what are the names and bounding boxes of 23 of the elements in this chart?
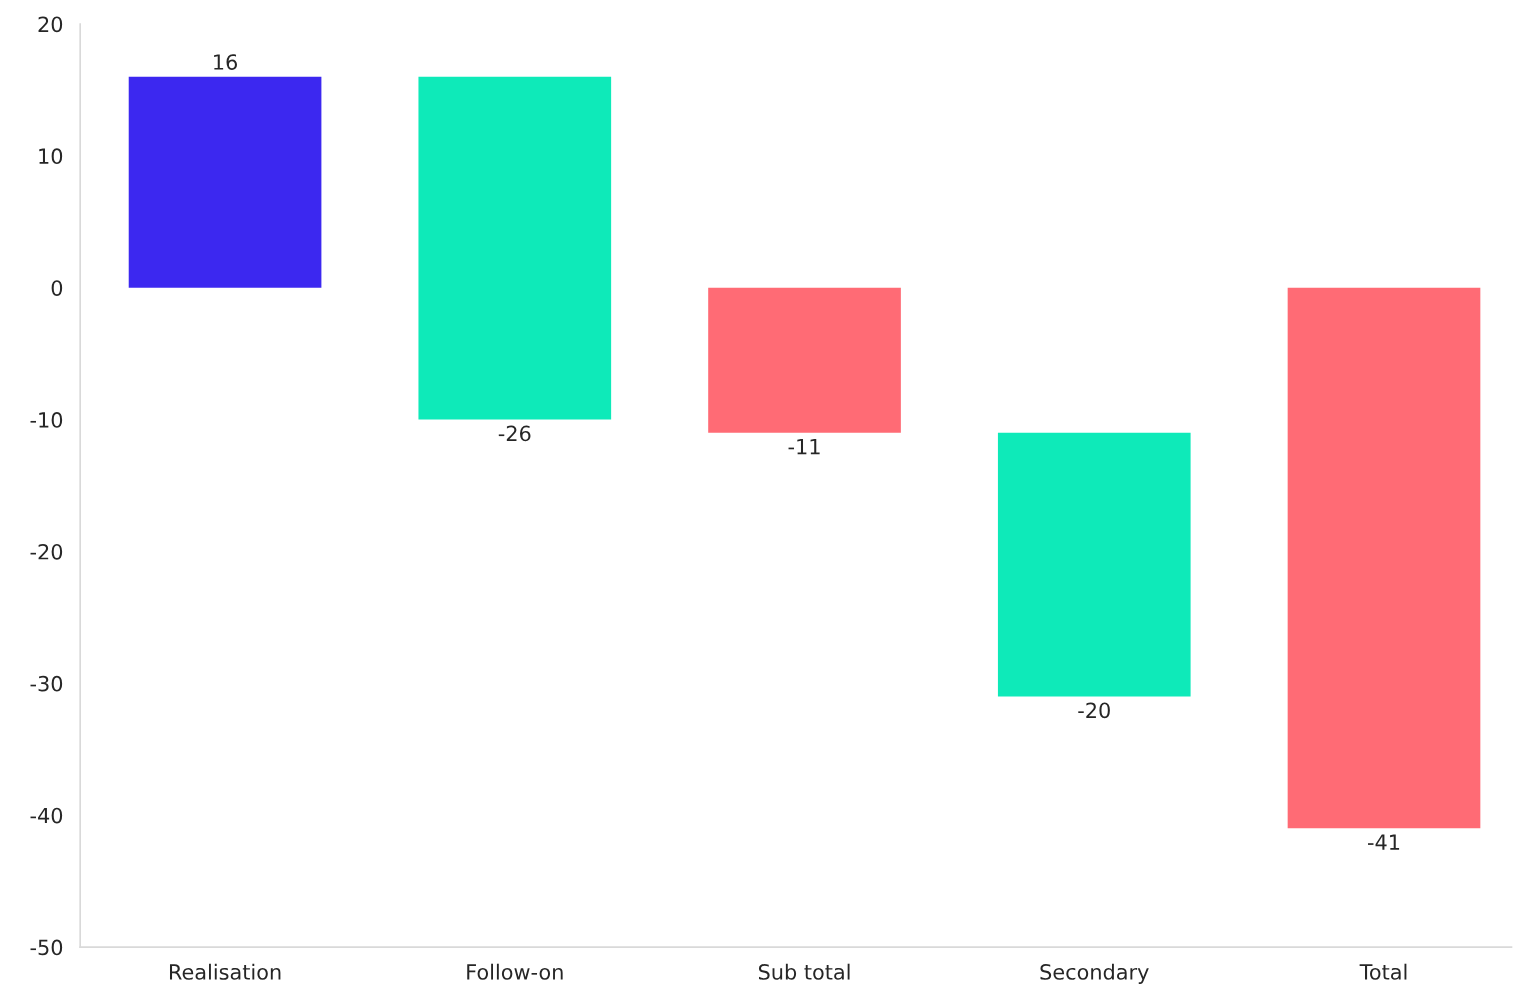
data-label: -41	[1368, 834, 1400, 850]
y-tick-label: 20	[38, 16, 63, 33]
bar	[128, 76, 322, 288]
data-label: -11	[788, 438, 820, 455]
y-tick-label: -10	[30, 412, 63, 428]
data-label: -26	[498, 425, 531, 442]
y-tick-label: -50	[30, 939, 63, 956]
y-tick-label: -40	[30, 807, 63, 824]
x-tick-label: Secondary	[1040, 963, 1149, 984]
data-label: -20	[1078, 702, 1110, 719]
bar	[997, 432, 1191, 697]
y-tick-label: -30	[30, 675, 63, 692]
x-tick-label: Realisation	[169, 963, 281, 980]
x-tick-label: Sub total	[758, 963, 850, 980]
y-tick-label: -20	[30, 543, 63, 560]
data-label: 16	[214, 54, 237, 70]
bar	[418, 76, 612, 420]
x-tick-label: Total	[1359, 963, 1407, 980]
x-tick-label: Follow-on	[467, 963, 563, 980]
bar	[1287, 287, 1481, 829]
y-tick-label: 0	[51, 280, 63, 296]
y-tick-label: 10	[39, 148, 63, 165]
bar	[708, 287, 901, 433]
